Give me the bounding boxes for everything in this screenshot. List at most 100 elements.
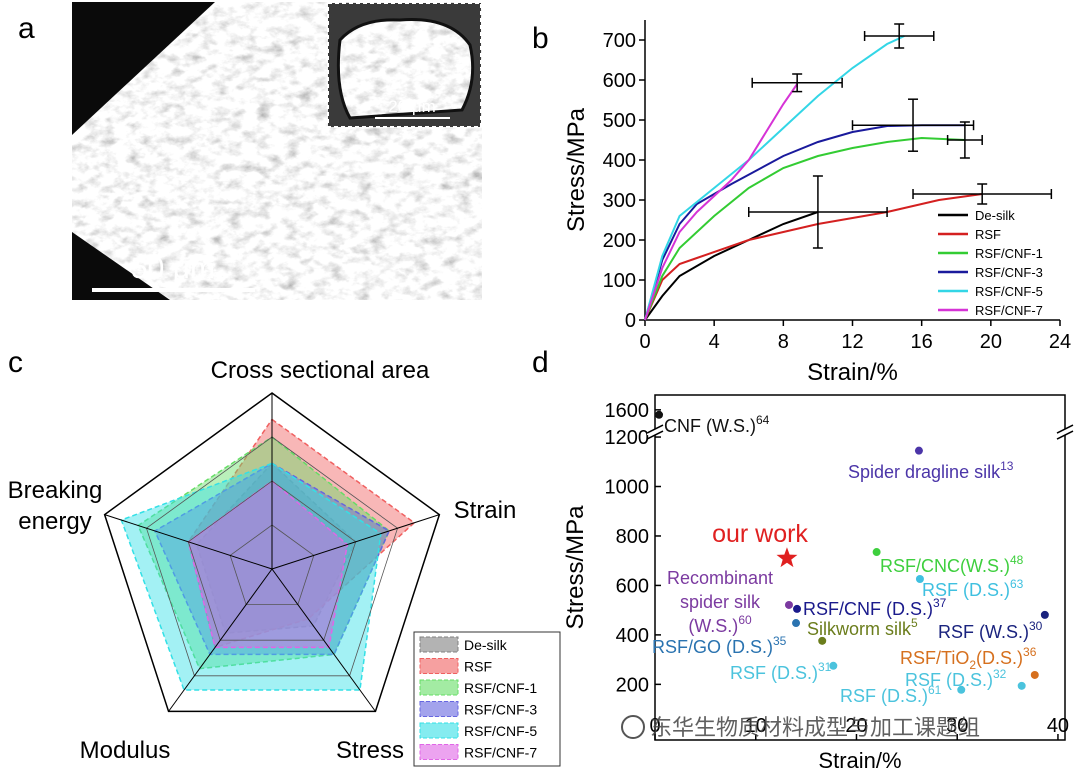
text-part: 64 [756, 413, 770, 427]
text-part: 13 [1000, 459, 1014, 473]
y-axis-title: Stress/MPa [563, 107, 590, 232]
panel-label: a [18, 12, 35, 45]
y-tick-label: 600 [616, 575, 649, 597]
x-tick-label: 4 [709, 331, 720, 353]
radar-grid [145, 436, 399, 677]
x-axis-title: Strain/% [807, 359, 898, 386]
radar-spoke [104, 514, 273, 570]
radar-area [187, 418, 416, 649]
series-line [644, 35, 905, 321]
y-axis-title: Stress/MPa [562, 505, 589, 630]
axis-label: Breaking energy [8, 477, 103, 535]
series-line [644, 83, 798, 321]
text-part: 48 [1010, 553, 1024, 567]
point-label: RSF/CNC(W.S.)48 [880, 553, 1024, 576]
legend-label: RSF/CNF-5 [975, 284, 1043, 299]
axis-break-gap [647, 429, 663, 436]
axis-label: Stress [336, 737, 404, 764]
legend-label: De-silk [975, 208, 1015, 223]
highlight-label: our work [712, 520, 808, 548]
text-part: RSF (D.S.) [905, 670, 993, 690]
x-tick-label: 20 [845, 715, 867, 737]
inset-border [327, 2, 482, 128]
y-tick-label: 600 [603, 70, 636, 92]
text-part: Silkworm silk [807, 619, 912, 639]
data-point [792, 619, 801, 628]
y-tick-label: 0 [625, 310, 636, 332]
axis-label: Cross sectional area [211, 357, 430, 384]
text-part: 60 [738, 613, 752, 627]
x-tick-label: 0 [649, 715, 660, 737]
data-point [914, 446, 923, 455]
data-point [915, 575, 924, 583]
point-label: Silkworm silk5 [807, 616, 918, 639]
data-point [1030, 670, 1039, 679]
axis-break [646, 430, 664, 440]
y-tick-label: 400 [603, 150, 636, 172]
text-part: (W.S.) [688, 616, 738, 636]
point-label: RSF/GO (D.S.)35 [652, 634, 787, 657]
axis-break [646, 424, 664, 434]
text-part: Spider dragline silk [848, 462, 1001, 482]
text-part: RSF (W.S.) [938, 622, 1029, 642]
inset-scale-label: 20 μm [388, 97, 436, 116]
text-part: RSF (D.S.) [730, 663, 818, 683]
highlight-star [776, 547, 798, 568]
point-label: RSF (D.S.)63 [922, 577, 1024, 600]
radar-area [195, 462, 357, 634]
x-tick-label: 20 [980, 331, 1002, 353]
point-label: RSF (W.S.)30 [938, 619, 1043, 642]
watermark-icon [621, 715, 645, 739]
cross-section [338, 19, 473, 118]
legend-label: RSF/CNF-1 [464, 680, 537, 696]
text-part: 5 [911, 616, 918, 630]
y-tick-label: 700 [603, 30, 636, 52]
data-point [872, 548, 881, 557]
text-part: RSF (D.S.) [840, 686, 928, 706]
text-part: 37 [933, 596, 947, 610]
data-point [655, 410, 664, 419]
radar-area [120, 462, 382, 691]
data-point [818, 636, 827, 645]
text-part: RSF/CNC(W.S.) [880, 556, 1010, 576]
data-point [784, 600, 793, 609]
x-tick-label: 30 [946, 715, 968, 737]
y-tick-label: 200 [616, 674, 649, 696]
axis-label: Modulus [80, 737, 171, 764]
text-part: Cross sectional area [211, 357, 430, 384]
series-line [644, 193, 983, 321]
radar-spoke [271, 514, 440, 570]
text-part: Breaking [8, 477, 103, 504]
legend-label: RSF/CNF-3 [975, 265, 1043, 280]
y-tick-label: 100 [603, 270, 636, 292]
point-label: RSF/TiO2(D.S.)36 [900, 645, 1037, 672]
panel-label: b [532, 22, 549, 55]
x-tick-label: 10 [745, 715, 767, 737]
point-label: Recombinant spider silk (W.S.)60 [667, 568, 773, 636]
text-part: 35 [773, 634, 787, 648]
point-label: RSF (D.S.)31 [730, 660, 832, 683]
text-part: Recombinant [667, 568, 773, 588]
radar-spoke [271, 568, 376, 712]
y-tick-label: 1600 [605, 400, 650, 422]
legend-swatch [419, 636, 459, 653]
x-tick-label: 16 [911, 331, 933, 353]
legend-swatch [419, 744, 459, 760]
y-tick-label: 1000 [605, 477, 650, 499]
legend-label: RSF/CNF-5 [464, 723, 537, 739]
legend-box [413, 631, 561, 767]
text-part: RSF (D.S.) [922, 580, 1010, 600]
y-tick-label: 400 [616, 625, 649, 647]
legend-label: De-silk [464, 637, 508, 653]
text-part: RSF/GO (D.S.) [652, 637, 773, 657]
text-part: RSF/TiO [900, 648, 969, 668]
data-point [957, 685, 966, 694]
plot-frame [654, 394, 1066, 741]
series-line [644, 124, 965, 321]
point-label: CNF (W.S.)64 [664, 413, 770, 436]
point-label: RSF/CNF (D.S.)37 [803, 596, 947, 619]
radar-grid [103, 392, 441, 713]
x-axis-title: Strain/% [818, 748, 901, 773]
cross-section-edge [336, 18, 475, 120]
